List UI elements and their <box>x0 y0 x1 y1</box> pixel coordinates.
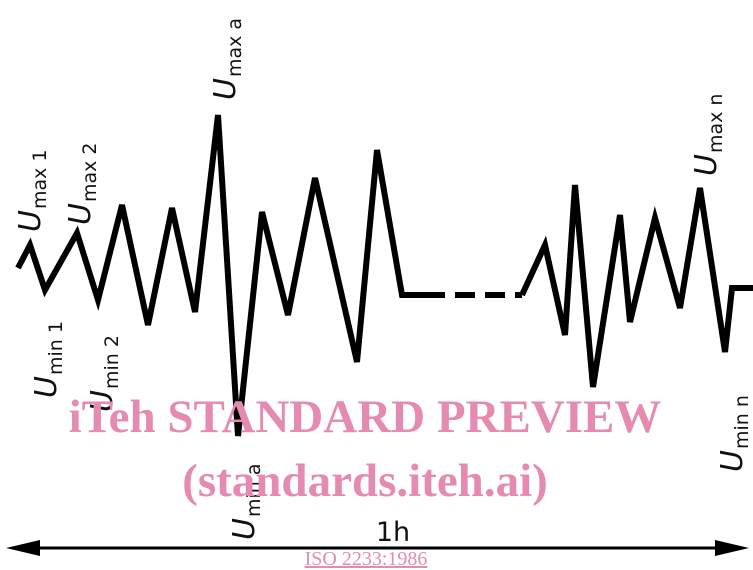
label-umin-2: U min 2 <box>85 335 123 412</box>
label-umax-2: U max 2 <box>63 142 101 225</box>
waveform-left <box>15 114 425 437</box>
svg-text:U: U <box>208 78 243 100</box>
svg-text:max a: max a <box>224 18 246 77</box>
svg-text:max n: max n <box>705 94 727 153</box>
svg-text:min 1: min 1 <box>45 321 67 375</box>
svg-text:U: U <box>227 518 262 540</box>
svg-text:max 2: max 2 <box>79 142 101 202</box>
watermark-line-2: (standards.iteh.ai) <box>182 455 548 507</box>
svg-text:U: U <box>715 450 750 472</box>
svg-text:min n: min n <box>731 395 753 449</box>
label-umin-n: U min n <box>715 395 753 472</box>
svg-text:U: U <box>63 203 98 225</box>
svg-text:U: U <box>689 154 724 176</box>
label-umax-a: U max a <box>208 18 246 100</box>
label-umin-1: U min 1 <box>29 321 67 398</box>
svg-text:U: U <box>85 390 120 412</box>
watermark-line-1: iTeh STANDARD PREVIEW <box>69 391 662 443</box>
waveform-right <box>519 184 753 388</box>
svg-text:max 1: max 1 <box>29 149 51 209</box>
iso-reference-link[interactable]: ISO 2233:1986 <box>305 548 428 570</box>
svg-text:min a: min a <box>243 463 265 517</box>
label-umax-n: U max n <box>689 94 727 176</box>
svg-text:U: U <box>29 376 64 398</box>
time-label: 1h <box>376 517 410 548</box>
time-span-arrow <box>6 540 749 556</box>
svg-text:U: U <box>13 210 48 232</box>
svg-text:min 2: min 2 <box>101 335 123 389</box>
label-umax-1: U max 1 <box>13 149 51 232</box>
label-umin-a: U min a <box>227 463 265 540</box>
